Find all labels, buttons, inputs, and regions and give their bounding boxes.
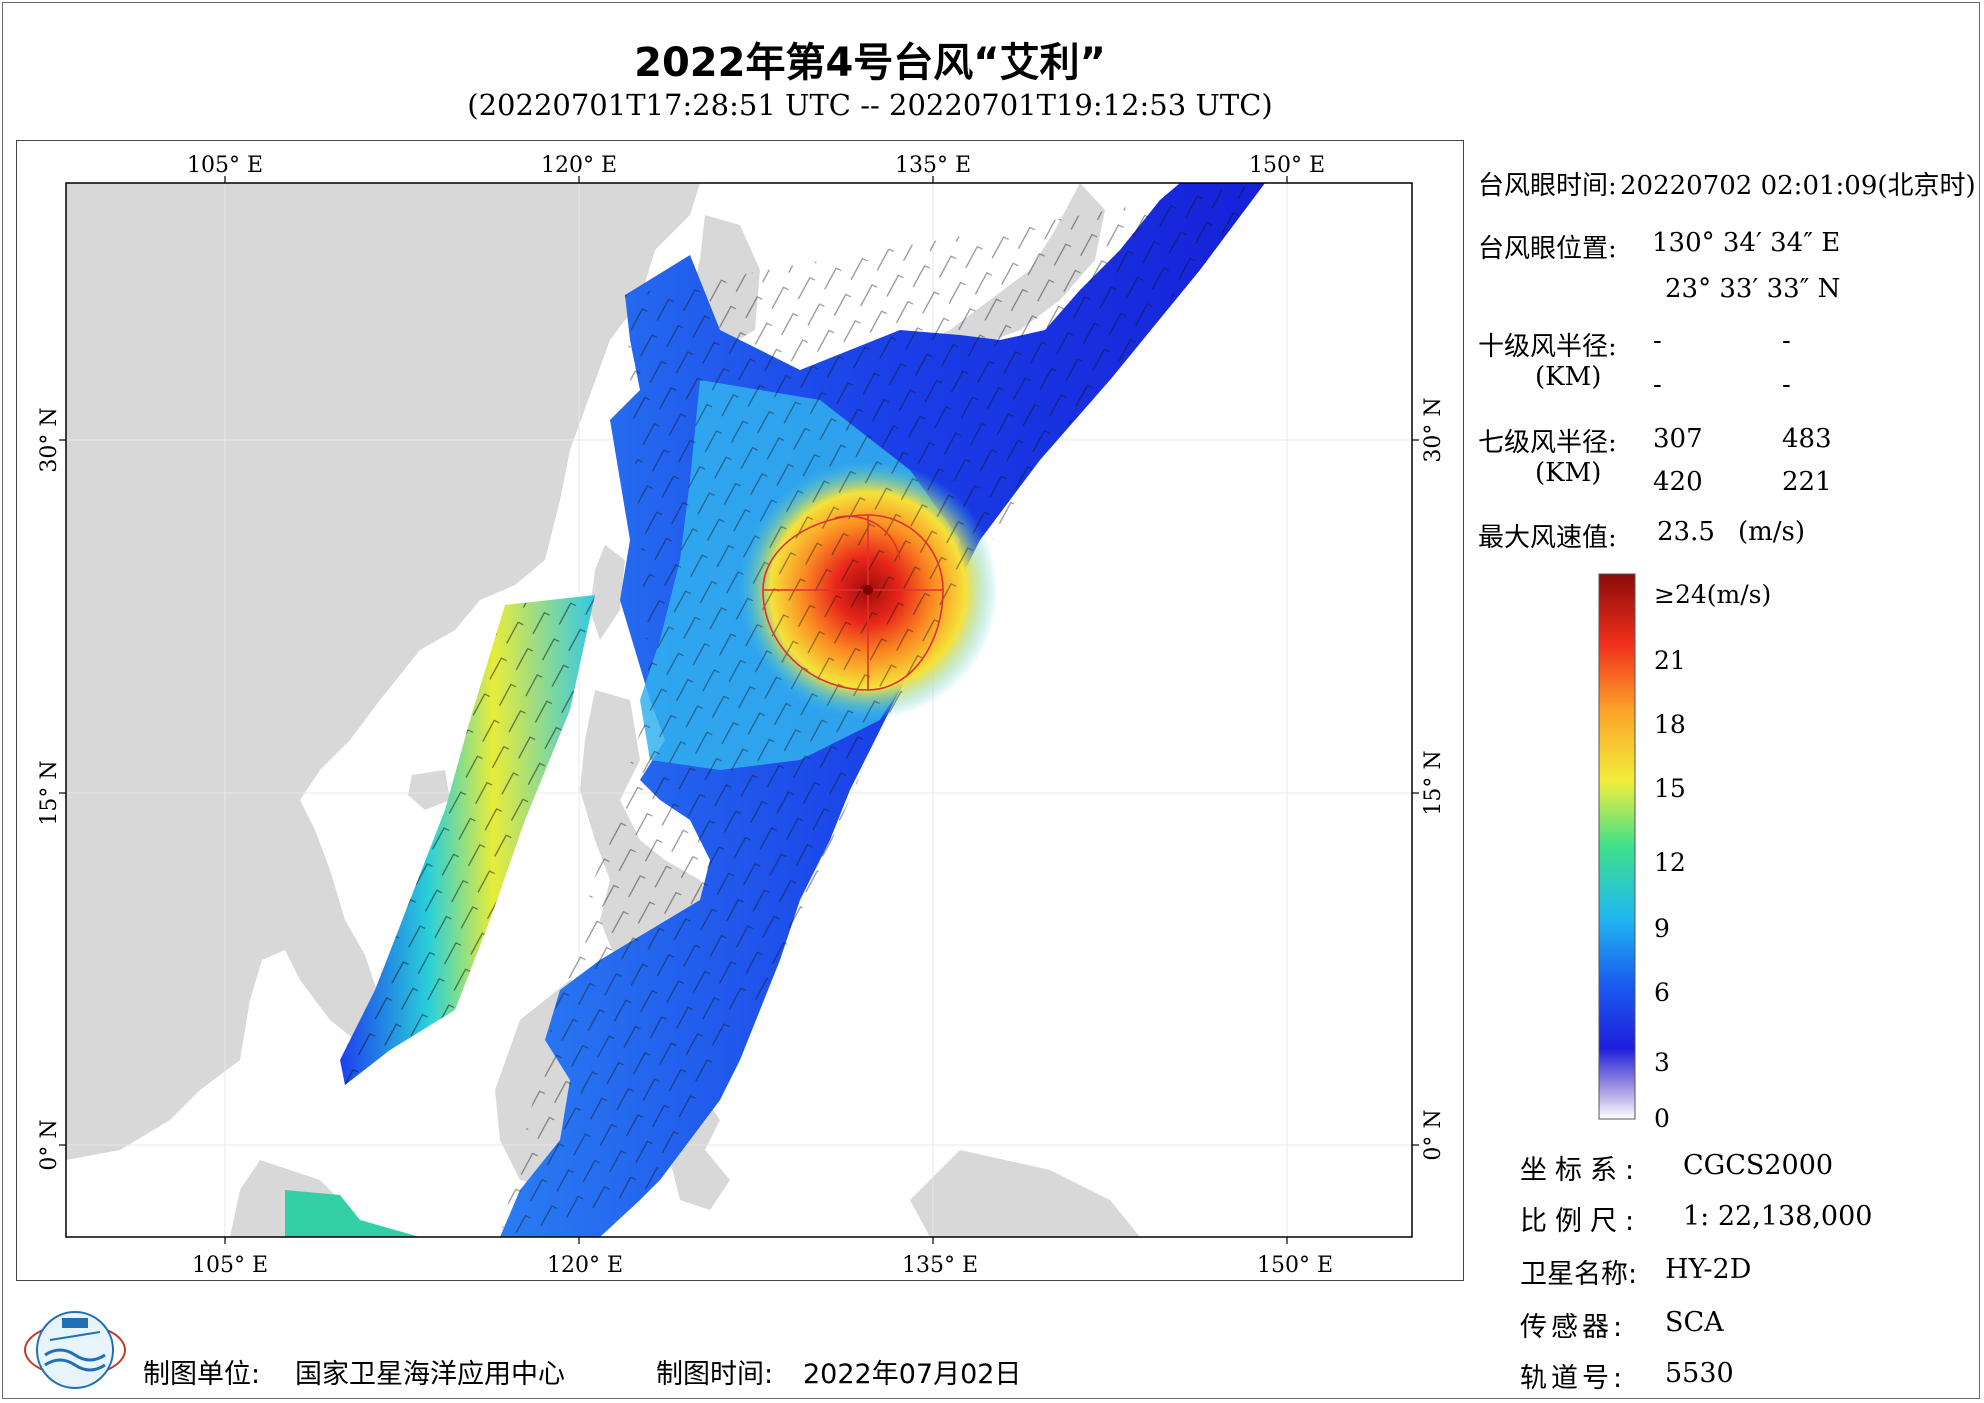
map-inner-border — [65, 182, 1413, 1238]
eye-latitude: 23° 33′ 33″ N — [1665, 274, 1841, 304]
colorbar-label-9: 9 — [1654, 914, 1670, 943]
lon-tick-bottom-3: 150° E — [1257, 1253, 1333, 1278]
map-subtitle: (20220701T17:28:51 UTC -- 20220701T19:12… — [467, 88, 1273, 122]
lon-tick-bottom-2: 135° E — [902, 1253, 978, 1278]
r7-value-se: 483 — [1782, 424, 1832, 454]
colorbar-label-21: 21 — [1654, 646, 1686, 675]
r7-value-ne: 307 — [1653, 424, 1703, 454]
lat-tick-right-2: 0° N — [1421, 1109, 1446, 1160]
lon-tick-top-3: 150° E — [1249, 153, 1325, 178]
wind-barbs-west — [340, 595, 595, 1085]
r10-value-nw: - — [1782, 370, 1791, 400]
satellite-value: HY-2D — [1665, 1254, 1752, 1285]
colorbar-label-15: 15 — [1654, 774, 1686, 803]
producer-value: 国家卫星海洋应用中心 — [295, 1359, 565, 1390]
gale-radius-quadrants — [762, 514, 944, 691]
orbit-label: 轨道号: — [1520, 1363, 1627, 1394]
crs-label: 坐标系: — [1520, 1155, 1643, 1186]
wind-barbs-east — [500, 183, 1265, 1237]
lat-tick-left-2: 0° N — [37, 1119, 62, 1170]
colorbar — [1598, 573, 1636, 1120]
eye-time-value: 20220702 02:01:09(北京时) — [1620, 171, 1976, 201]
typhoon-eye-marker — [863, 585, 873, 595]
colorbar-label-6: 6 — [1654, 978, 1670, 1007]
lat-tick-right-1: 15° N — [1421, 750, 1446, 815]
lon-tick-top-2: 135° E — [895, 153, 971, 178]
eye-longitude: 130° 34′ 34″ E — [1652, 228, 1841, 258]
colorbar-label-3: 3 — [1654, 1048, 1670, 1077]
wind-swath-south — [285, 1190, 420, 1237]
colorbar-label-0: 0 — [1654, 1104, 1670, 1133]
r10-unit: (KM) — [1535, 362, 1602, 392]
eye-time-label: 台风眼时间: — [1478, 171, 1617, 201]
r10-value-sw: - — [1653, 370, 1662, 400]
sensor-label: 传感器: — [1520, 1312, 1627, 1343]
r7-unit: (KM) — [1535, 458, 1602, 488]
lat-tick-left-1: 15° N — [37, 760, 62, 825]
organization-logo — [24, 1311, 126, 1389]
tick-marks — [59, 176, 1419, 1244]
r10-value-ne: - — [1653, 326, 1662, 356]
lon-tick-bottom-0: 105° E — [192, 1253, 268, 1278]
r7-value-sw: 420 — [1653, 467, 1703, 497]
colorbar-label-12: 12 — [1654, 848, 1686, 877]
production-date-value: 2022年07月02日 — [803, 1359, 1022, 1390]
r7-label: 七级风半径: — [1478, 428, 1617, 458]
lon-tick-bottom-1: 120° E — [547, 1253, 623, 1278]
satellite-label: 卫星名称: — [1520, 1259, 1638, 1290]
producer-label: 制图单位: — [143, 1359, 261, 1390]
lat-tick-right-0: 30° N — [1421, 397, 1446, 462]
r7-value-nw: 221 — [1782, 467, 1832, 497]
production-date-label: 制图时间: — [656, 1359, 774, 1390]
r10-label: 十级风半径: — [1478, 332, 1617, 362]
lat-tick-left-0: 30° N — [37, 407, 62, 472]
lon-tick-top-0: 105° E — [187, 153, 263, 178]
map-title: 2022年第4号台风“艾利” — [634, 40, 1106, 86]
r10-value-se: - — [1782, 326, 1791, 356]
lon-tick-top-1: 120° E — [541, 153, 617, 178]
orbit-value: 5530 — [1665, 1358, 1734, 1389]
max-wind-label: 最大风速值: — [1478, 523, 1617, 553]
crs-value: CGCS2000 — [1683, 1150, 1834, 1181]
sensor-value: SCA — [1665, 1307, 1724, 1338]
scale-label: 比例尺: — [1520, 1206, 1643, 1237]
colorbar-label-24: ≥24(m/s) — [1654, 580, 1772, 609]
scale-value: 1: 22,138,000 — [1683, 1201, 1873, 1232]
max-wind-unit: (m/s) — [1738, 517, 1806, 547]
colorbar-label-18: 18 — [1654, 710, 1686, 739]
eye-position-label: 台风眼位置: — [1478, 234, 1617, 264]
max-wind-value: 23.5 — [1657, 517, 1715, 547]
map-outer-frame — [16, 140, 1464, 1281]
